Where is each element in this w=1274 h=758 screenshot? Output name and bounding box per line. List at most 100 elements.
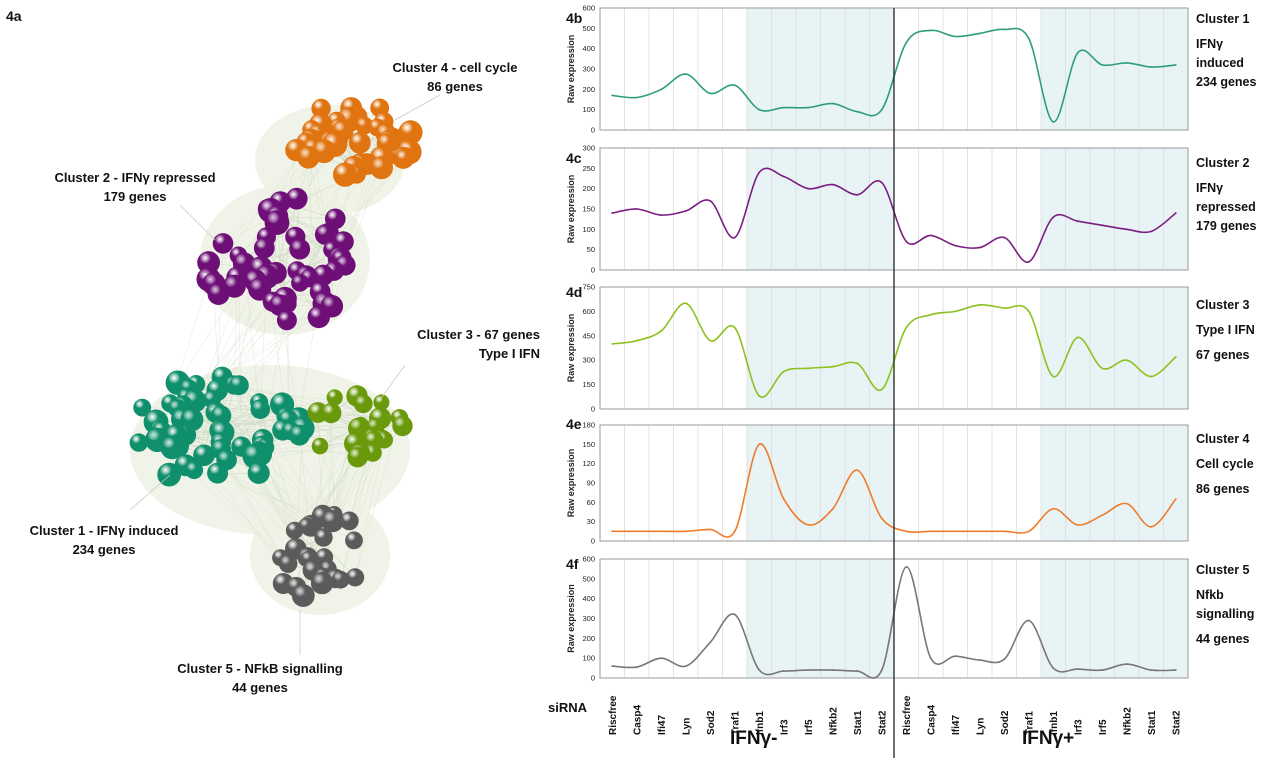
data-point — [1125, 359, 1128, 362]
data-point — [831, 507, 834, 510]
data-point — [758, 669, 761, 671]
data-point — [733, 84, 736, 87]
data-point — [1027, 260, 1030, 263]
data-point — [1174, 669, 1177, 671]
x-tick-label: Ifi47 — [951, 715, 962, 735]
data-point — [1076, 51, 1079, 54]
node-c5 — [310, 571, 334, 595]
data-point — [635, 208, 638, 210]
network-edge — [294, 443, 356, 531]
y-axis-label: Raw expression — [566, 584, 576, 653]
data-point — [1150, 375, 1153, 378]
x-tick-label: Sod2 — [1000, 710, 1011, 735]
node-c2 — [207, 283, 230, 305]
x-tick-label: Irf5 — [804, 719, 815, 735]
right-label-line: repressed — [1196, 200, 1256, 214]
right-label-cluster-3: Cluster 3 Type I IFN 67 genes — [1196, 296, 1274, 365]
node-c4 — [398, 120, 423, 145]
node-c4 — [394, 148, 415, 169]
node-c2 — [307, 305, 330, 329]
y-tick-label: 30 — [587, 517, 595, 526]
data-point — [611, 530, 614, 533]
right-label-cluster-2: Cluster 2 IFNγ repressed 179 genes — [1196, 154, 1274, 236]
y-tick-label: 400 — [582, 44, 595, 53]
data-point — [807, 523, 810, 526]
data-point — [782, 106, 785, 109]
data-point — [611, 212, 614, 214]
data-point — [660, 657, 663, 660]
y-tick-label: 300 — [582, 356, 595, 365]
chart-4e: 0 30 60 90 120 150 180 Raw expression — [566, 421, 1189, 546]
data-point — [807, 367, 810, 370]
data-point — [929, 29, 932, 32]
data-point — [978, 246, 981, 249]
data-point — [856, 469, 859, 472]
right-label-line: signalling — [1196, 607, 1255, 621]
network-edge — [354, 417, 400, 578]
data-point — [733, 326, 736, 329]
x-tick-label: Traf1 — [730, 711, 741, 735]
right-label-line: Type I IFN — [1196, 323, 1255, 337]
leader-line — [379, 364, 406, 401]
data-point — [831, 183, 834, 186]
right-label-line: 234 genes — [1196, 75, 1257, 89]
data-point — [611, 665, 614, 667]
data-point — [1125, 62, 1128, 64]
cluster-5-count: 44 genes — [232, 680, 288, 695]
network-edge — [309, 158, 405, 279]
x-tick-label: Casp4 — [632, 705, 643, 735]
network-edge — [317, 412, 323, 517]
network-edge — [221, 303, 325, 378]
data-point — [660, 214, 663, 217]
data-point — [1150, 525, 1153, 528]
node-c3 — [353, 394, 373, 414]
x-tick-label: Riscfree — [902, 695, 913, 735]
y-tick-label: 0 — [591, 537, 595, 546]
data-point — [782, 175, 785, 178]
right-label-line: Nfkb — [1196, 588, 1224, 602]
node-c4 — [370, 156, 393, 180]
x-tick-label: Irf5 — [1098, 719, 1109, 735]
y-tick-label: 100 — [582, 654, 595, 663]
data-point — [758, 395, 761, 397]
y-tick-label: 60 — [587, 498, 595, 507]
data-point — [978, 303, 981, 306]
network-edge — [219, 291, 321, 431]
data-point — [831, 669, 834, 671]
network-edge — [282, 429, 335, 515]
x-tick-label: Irf3 — [1073, 719, 1084, 735]
x-tick-label: Lyn — [681, 718, 692, 735]
leader-line — [129, 474, 171, 511]
network-edge — [219, 275, 324, 431]
data-point — [635, 530, 638, 533]
right-label-line: Cluster 3 — [1196, 298, 1250, 312]
right-label-cluster-5: Cluster 5 Nfkb signalling 44 genes — [1196, 561, 1274, 649]
node-c2 — [291, 274, 309, 292]
panel-label-4c: 4c — [566, 150, 582, 166]
cluster-2-count: 179 genes — [103, 189, 167, 204]
cluster-1-label: Cluster 1 - IFNγ induced 234 genes — [4, 521, 204, 559]
y-tick-label: 90 — [587, 479, 595, 488]
y-tick-label: 200 — [582, 184, 595, 193]
node-c1 — [288, 424, 310, 446]
data-point — [709, 199, 712, 202]
y-axis-label: Raw expression — [566, 175, 576, 244]
right-label-line: Cluster 1 — [1196, 12, 1250, 26]
data-point — [782, 370, 785, 373]
node-c1 — [160, 435, 184, 460]
panel-label-4f: 4f — [566, 556, 579, 572]
data-point — [831, 365, 834, 368]
node-c3 — [326, 389, 343, 406]
data-point — [1101, 367, 1104, 370]
data-point — [1052, 120, 1055, 123]
x-tick-label: Lyn — [975, 718, 986, 735]
data-point — [905, 326, 908, 329]
data-point — [929, 657, 932, 660]
data-point — [978, 530, 981, 533]
condition-label-ifng-plus: IFNγ+ — [1022, 728, 1075, 749]
right-label-line: IFNγ — [1196, 181, 1224, 195]
y-tick-label: 300 — [582, 144, 595, 153]
cluster-3-title: Cluster 3 - 67 genes — [417, 327, 540, 342]
y-tick-label: 500 — [582, 24, 595, 33]
